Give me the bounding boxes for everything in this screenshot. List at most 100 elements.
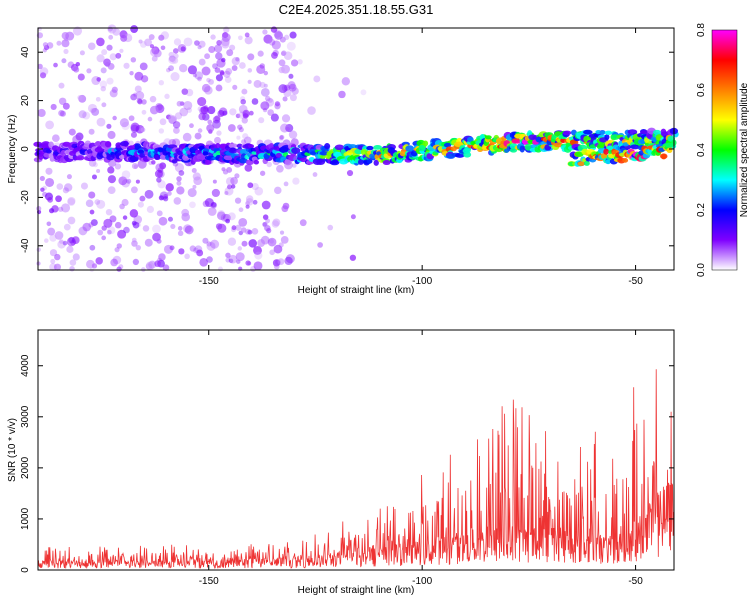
spectrogram-noise-blob — [61, 58, 67, 64]
spectrogram-signal-blob — [316, 158, 326, 165]
spectrogram-noise-blob — [86, 68, 92, 74]
spectrogram-noise-blob — [121, 170, 131, 179]
spectrogram-noise-blob — [196, 134, 202, 139]
spectrogram-noise-blob — [131, 163, 138, 170]
spectrogram-signal-blob — [562, 130, 572, 136]
spectrogram-noise-blob — [45, 120, 55, 130]
spectrogram-noise-blob — [173, 53, 179, 59]
spectrogram-noise-blob — [128, 115, 135, 122]
spectrogram-noise-blob — [100, 86, 106, 92]
spectrogram-noise-blob — [107, 130, 116, 139]
spectrogram-noise-blob — [171, 57, 179, 64]
spectrogram-noise-blob — [156, 238, 162, 244]
spectrogram-noise-blob — [224, 76, 232, 84]
spectrogram-noise-blob — [226, 49, 234, 57]
spectrogram-noise-blob — [262, 107, 268, 113]
spectrogram-noise-blob — [149, 44, 155, 49]
spectrogram-signal-blob — [443, 142, 452, 148]
spectrogram-noise-blob — [235, 224, 242, 231]
spectrogram-signal-blob — [202, 151, 209, 156]
spectrogram-noise-blob — [119, 118, 129, 128]
spectrogram-noise-blob — [187, 65, 198, 75]
spectrogram-noise-blob — [282, 96, 288, 102]
spectrogram-noise-blob — [51, 134, 60, 143]
spectrogram-noise-blob — [160, 31, 170, 40]
spectrogram-signal-blob — [604, 134, 610, 140]
spectrogram-noise-blob — [67, 198, 76, 206]
spectrogram-noise-blob — [61, 203, 71, 213]
spectrogram-noise-blob — [40, 187, 45, 192]
spectrogram-noise-blob — [137, 201, 144, 208]
spectrogram-noise-blob — [183, 37, 193, 47]
spectrogram-branch-blob — [605, 159, 611, 165]
spectrogram-noise-blob — [135, 179, 140, 184]
spectrogram-noise-blob — [103, 218, 113, 228]
spectrogram-noise-blob — [291, 87, 299, 95]
spectrogram-noise-blob — [227, 124, 236, 132]
spectrogram-noise-blob — [58, 109, 65, 117]
spectrogram-noise-blob — [146, 205, 155, 214]
spectrogram-noise-blob — [53, 62, 58, 68]
spectrogram-noise-blob — [214, 67, 221, 73]
spectrogram-noise-blob — [147, 116, 153, 122]
spectrogram-noise-blob — [39, 175, 45, 182]
spectrogram-noise-blob — [272, 49, 279, 57]
spectrogram-noise-blob — [231, 57, 240, 66]
spectrogram-noise-blob — [229, 108, 237, 116]
spectrogram-noise-blob — [140, 75, 149, 83]
spectrogram-noise-blob — [141, 109, 147, 115]
spectrogram-noise-blob — [189, 245, 196, 252]
spectrogram-noise-blob — [274, 101, 280, 107]
spectrogram-noise-blob — [168, 55, 177, 64]
spectrogram-noise-blob — [142, 225, 150, 232]
colorbar-tick-label: 0.8 — [696, 23, 707, 37]
spectrogram-signal-blob — [76, 155, 85, 161]
spectrogram-noise-blob — [141, 99, 147, 105]
spectrogram-noise-blob — [277, 258, 285, 266]
spectrogram-x-tick-label: -100 — [412, 276, 432, 287]
spectrogram-noise-blob — [284, 256, 293, 266]
spectrogram-noise-blob — [297, 59, 303, 65]
snr-y-tick-label: 2000 — [20, 456, 31, 479]
spectrogram-noise-blob — [149, 105, 159, 115]
spectrogram-noise-blob — [254, 186, 264, 196]
spectrogram-noise-blob — [253, 261, 263, 271]
spectrogram-noise-blob — [262, 221, 269, 228]
spectrogram-noise-blob — [197, 97, 207, 107]
spectrogram-noise-blob — [68, 236, 75, 244]
spectrogram-noise-blob — [191, 167, 197, 173]
snr-y-tick-label: 0 — [20, 567, 31, 573]
spectrogram-noise-blob — [242, 133, 249, 140]
spectrogram-signal-blob — [95, 140, 102, 146]
spectrogram-noise-blob — [112, 255, 122, 265]
spectrogram-noise-blob — [283, 181, 289, 187]
spectrogram-noise-blob — [259, 170, 266, 176]
spectrogram-noise-blob — [225, 177, 235, 186]
spectrogram-noise-blob — [217, 110, 225, 117]
spectrogram-noise-blob — [261, 200, 271, 210]
spectrogram-noise-blob — [184, 225, 194, 235]
spectrogram-noise-blob — [158, 128, 165, 134]
spectrogram-noise-blob — [268, 98, 273, 103]
spectrogram-signal-blob — [462, 148, 471, 154]
colorbar-label: Normalized spectral amplitude — [739, 82, 750, 217]
spectrogram-noise-blob — [251, 182, 259, 191]
spectrogram-noise-blob — [62, 102, 70, 110]
spectrogram-noise-blob — [164, 93, 170, 100]
spectrogram-noise-blob — [115, 52, 122, 59]
spectrogram-noise-blob — [206, 241, 216, 251]
spectrogram-noise-blob — [166, 67, 171, 73]
spectrogram-noise-blob — [144, 38, 152, 47]
spectrogram-noise-blob — [119, 48, 124, 53]
spectrogram-noise-blob — [197, 76, 202, 82]
spectrogram-noise-blob — [223, 70, 231, 78]
spectrogram-noise-blob — [133, 215, 143, 224]
spectrogram-x-tick-label: -50 — [628, 276, 643, 287]
spectrogram-noise-blob — [111, 86, 118, 93]
spectrogram-noise-blob — [107, 175, 117, 184]
spectrogram-noise-blob — [198, 112, 206, 121]
spectrogram-noise-blob — [214, 115, 221, 122]
spectrogram-noise-blob — [240, 227, 247, 233]
spectrogram-noise-blob — [283, 34, 290, 40]
spectrogram-noise-blob — [290, 59, 299, 67]
